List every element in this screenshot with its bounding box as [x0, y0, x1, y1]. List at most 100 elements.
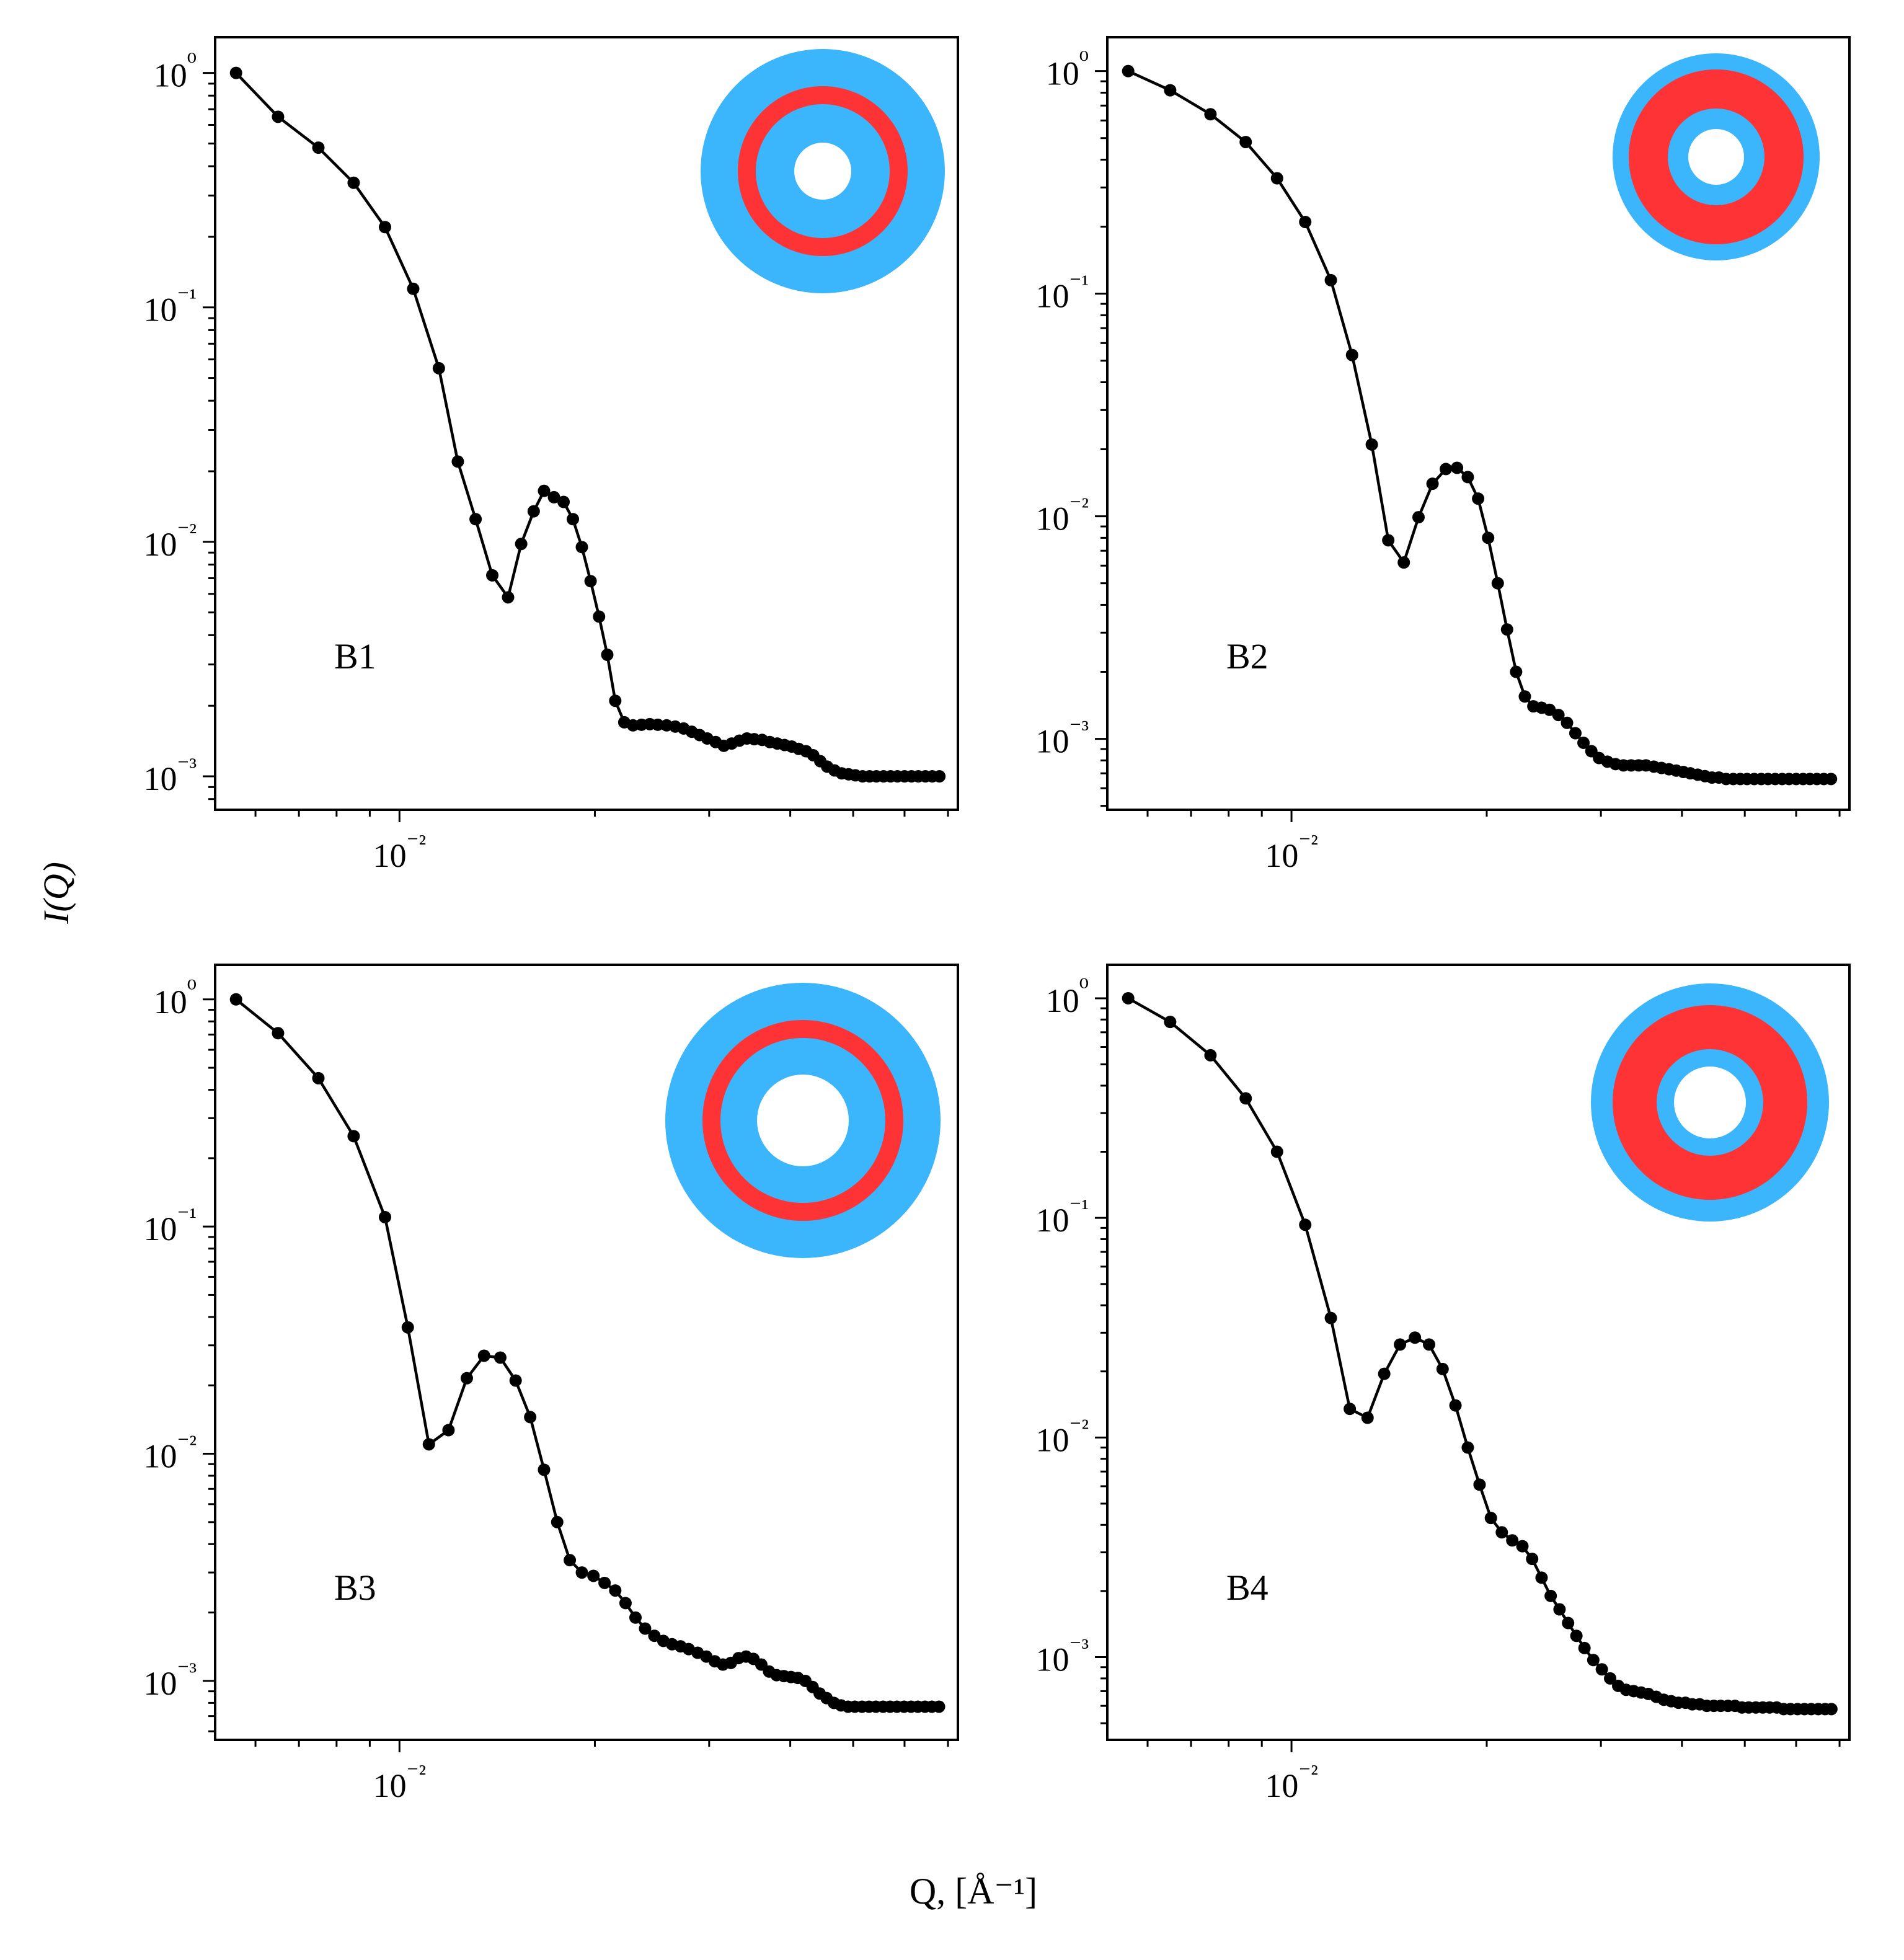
data-point	[1409, 1331, 1422, 1344]
data-point	[1535, 1571, 1548, 1584]
data-point	[1324, 273, 1337, 286]
data-point	[575, 541, 588, 554]
data-point	[1299, 1218, 1312, 1231]
panel-b4: 10⁻² 10⁰ 10⁻¹ 10⁻² 10⁻³ B4	[1036, 964, 1851, 1804]
x-tick-label: 10⁻²	[1265, 830, 1317, 874]
data-point	[1526, 1553, 1539, 1566]
data-point	[1472, 492, 1485, 505]
y-tick-label: 10⁻²	[1036, 1414, 1089, 1458]
data-point	[1569, 727, 1582, 740]
data-point	[1506, 1534, 1519, 1547]
data-point	[609, 1584, 622, 1597]
data-point	[1397, 556, 1410, 569]
y-tick-label: 10⁻¹	[1036, 271, 1089, 315]
data-point	[229, 66, 242, 79]
y-tick-label: 10⁻³	[1036, 716, 1089, 760]
panel-b1: 10⁻² 10⁰ 10⁻¹ 10⁻² 10⁻³ B1	[144, 36, 959, 874]
data-point	[524, 1411, 537, 1424]
data-point	[502, 591, 515, 604]
y-tick-label: 10⁻¹	[1036, 1195, 1089, 1239]
core	[757, 1075, 849, 1166]
data-point	[1578, 1641, 1591, 1654]
data-point	[619, 1597, 632, 1610]
y-tick-label: 10⁻²	[144, 1431, 197, 1475]
data-point	[272, 110, 285, 123]
y-tick-label: 10⁰	[154, 50, 197, 94]
data-point	[1239, 1092, 1252, 1105]
data-point	[1122, 64, 1135, 78]
data-point	[1595, 1663, 1608, 1676]
data-point	[1361, 1411, 1374, 1424]
data-point	[1552, 709, 1565, 722]
data-point	[1561, 716, 1574, 729]
data-point	[538, 1463, 551, 1476]
data-point	[515, 538, 528, 551]
data-point	[1378, 1367, 1391, 1380]
data-point	[469, 513, 482, 526]
data-point	[1570, 1630, 1583, 1643]
data-point	[407, 282, 420, 295]
data-point	[1484, 1512, 1497, 1525]
data-point	[477, 1349, 490, 1362]
y-tick-label: 10⁻³	[144, 1658, 197, 1702]
data-point	[378, 221, 391, 234]
data-point	[1164, 84, 1177, 97]
data-point	[564, 1554, 577, 1567]
data-point	[1440, 463, 1453, 476]
data-point	[575, 1566, 588, 1579]
panel-b2: 10⁻² 10⁰ 10⁻¹ 10⁻² 10⁻³ B2	[1036, 36, 1851, 874]
data-point	[272, 1027, 285, 1040]
data-point	[1587, 1654, 1600, 1667]
data-point	[1426, 477, 1439, 490]
panel-label: B3	[334, 1568, 376, 1608]
data-point	[347, 1130, 360, 1143]
core	[794, 143, 851, 200]
data-point	[1451, 461, 1464, 474]
data-point	[1518, 690, 1531, 703]
core-shell-inset-icon	[1613, 53, 1820, 260]
x-tick-label: 10⁻²	[1265, 1760, 1317, 1804]
y-tick-label: 10⁻²	[1036, 494, 1089, 538]
data-point	[1270, 1145, 1283, 1158]
data-point	[1544, 1589, 1557, 1602]
panel-label: B4	[1226, 1568, 1269, 1608]
panel-label: B2	[1226, 636, 1269, 676]
data-point	[593, 610, 606, 623]
y-tick-label: 10⁰	[154, 977, 197, 1021]
data-point	[648, 1630, 661, 1643]
axes-frame	[1106, 36, 1851, 811]
x-tick-label: 10⁻²	[373, 830, 426, 874]
data-point	[1345, 348, 1358, 361]
data-point	[601, 648, 614, 661]
data-point	[1122, 991, 1135, 1004]
data-point	[651, 718, 664, 731]
data-point	[933, 770, 946, 783]
core-shell-inset-icon	[701, 49, 945, 293]
y-tick-label: 10⁻³	[144, 753, 197, 797]
data-point	[1423, 1338, 1436, 1351]
data-point	[567, 513, 580, 526]
data-point	[378, 1210, 391, 1223]
data-point	[1604, 1672, 1617, 1685]
data-point	[1461, 1441, 1474, 1454]
data-point	[584, 575, 597, 588]
data-point	[639, 1622, 652, 1635]
data-point	[527, 505, 540, 518]
data-point	[229, 993, 242, 1006]
data-point	[587, 1569, 600, 1582]
data-point	[509, 1374, 522, 1387]
data-point	[460, 1372, 473, 1385]
data-point	[557, 495, 570, 508]
data-point	[609, 694, 622, 707]
data-point	[422, 1438, 435, 1451]
data-point	[1344, 1403, 1357, 1416]
data-point	[538, 484, 551, 497]
y-axis-label: I(Q)	[36, 862, 76, 925]
core	[1688, 129, 1744, 185]
data-point	[1365, 438, 1378, 451]
data-point	[1500, 623, 1513, 636]
panel-b3: 10⁻² 10⁰ 10⁻¹ 10⁻² 10⁻³ B3	[144, 964, 959, 1804]
data-point	[451, 455, 464, 468]
data-point	[1491, 577, 1504, 590]
data-point	[494, 1351, 507, 1364]
